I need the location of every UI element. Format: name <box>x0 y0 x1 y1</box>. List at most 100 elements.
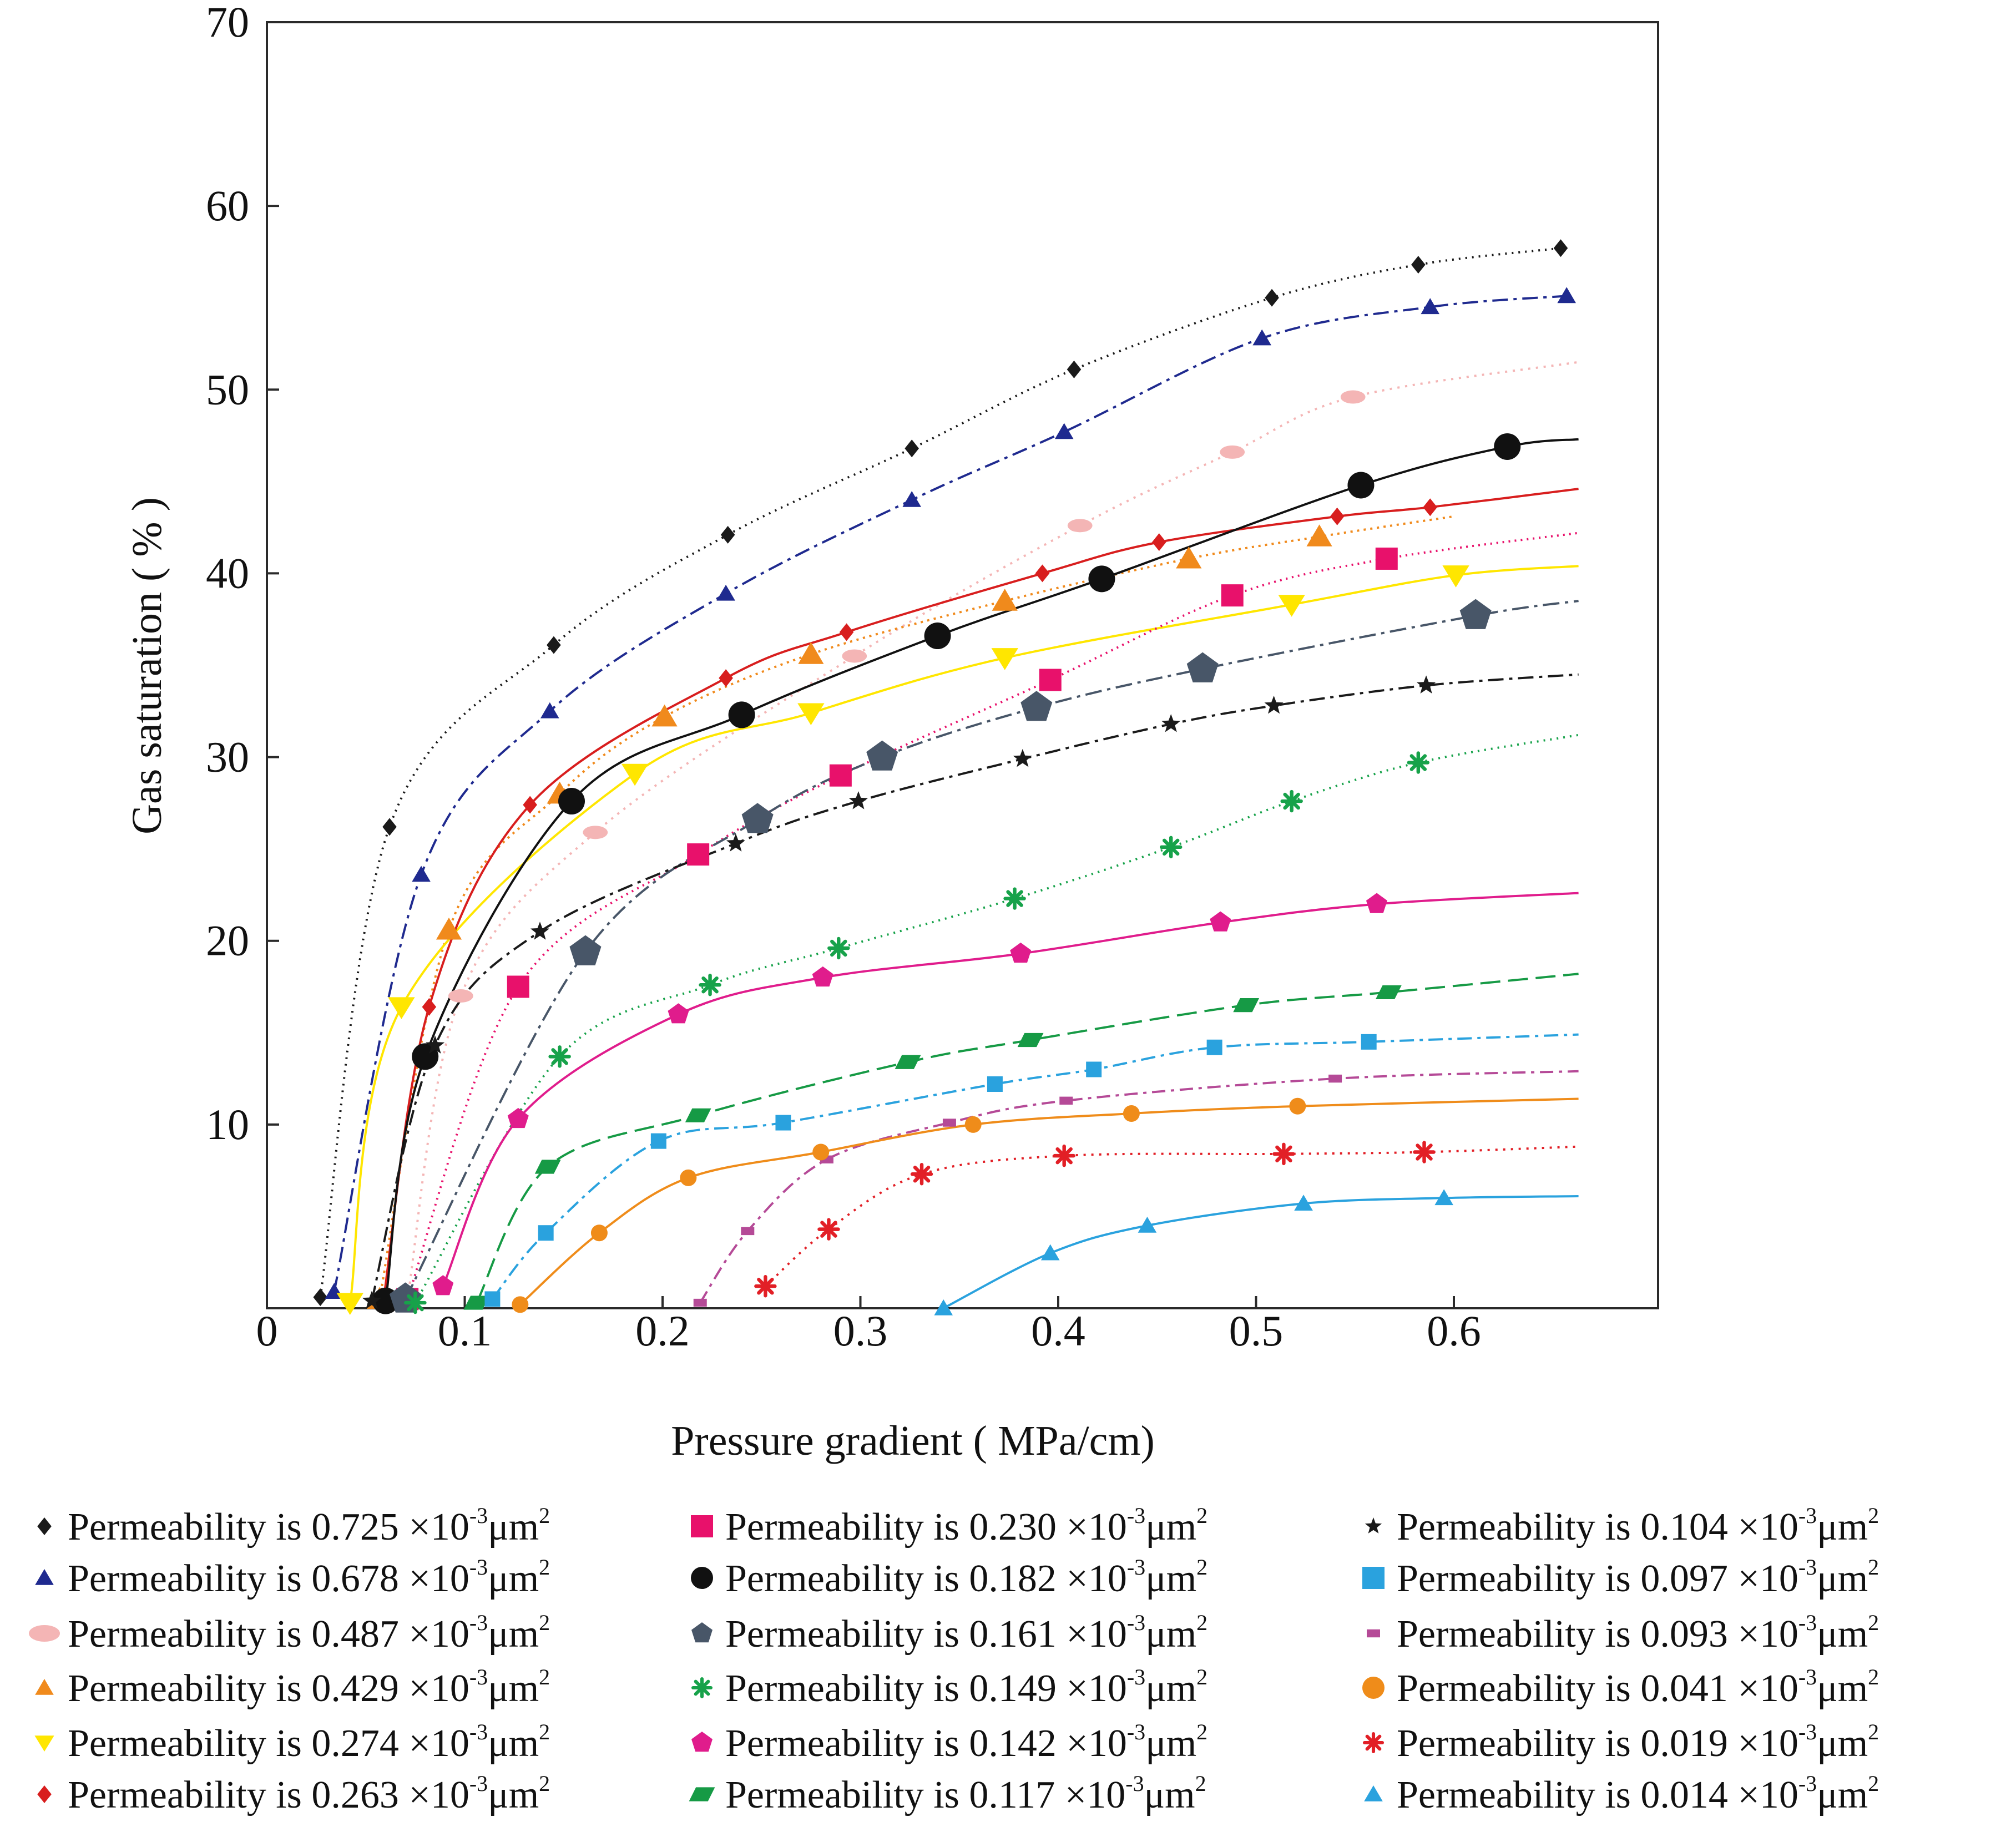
legend-label-exponent: -3 <box>469 1771 488 1796</box>
legend-label-exponent: -3 <box>1798 1771 1817 1796</box>
data-point <box>1152 533 1166 551</box>
legend-label: Permeability is 0.182 ×10-3μm2 <box>725 1555 1207 1600</box>
legend-label-exponent: -3 <box>1798 1719 1817 1744</box>
data-point <box>507 1107 529 1128</box>
legend-marker-stroke <box>694 1679 710 1696</box>
data-point <box>1557 287 1577 303</box>
series-curve-10 <box>442 892 1579 1287</box>
legend-label: Permeability is 0.019 ×10-3μm2 <box>1397 1719 1879 1765</box>
legend-item: Permeability is 0.263 ×10-3μm2 <box>37 1771 550 1816</box>
legend-marker <box>35 1679 54 1695</box>
legend-label: Permeability is 0.041 ×10-3μm2 <box>1397 1664 1879 1710</box>
data-point <box>1176 546 1202 569</box>
legend-marker <box>1362 1677 1385 1699</box>
legend-marker <box>691 1732 713 1752</box>
data-point <box>1375 547 1398 570</box>
data-point-stroke <box>1162 838 1180 856</box>
series-curve-9 <box>414 733 1579 1304</box>
data-point <box>991 648 1018 670</box>
legend-label-main: Permeability is 0.429 ×10 <box>68 1667 469 1710</box>
data-point <box>1159 836 1183 859</box>
legend-label-main: Permeability is 0.678 ×10 <box>68 1557 469 1600</box>
legend-marker <box>37 1517 52 1535</box>
x-tick-label: 0.6 <box>1427 1307 1481 1355</box>
data-point <box>924 623 951 650</box>
data-point <box>797 703 825 726</box>
legend-item: Permeability is 0.182 ×10-3μm2 <box>691 1555 1207 1600</box>
legend-label-unit: μm <box>488 1667 539 1710</box>
x-tick-label: 0 <box>256 1307 278 1355</box>
tick-layer: 0 0.1 0.2 0.3 0.4 0.5 0.6 10 20 30 40 50 60 70 <box>206 0 1481 1355</box>
data-point <box>1088 565 1115 593</box>
legend-item: Permeability is 0.487 ×10-3μm2 <box>29 1610 550 1656</box>
data-point-stroke <box>1006 890 1023 907</box>
data-point <box>1434 1189 1453 1206</box>
data-point <box>1553 239 1568 257</box>
legend-label: Permeability is 0.142 ×10-3μm2 <box>725 1719 1207 1765</box>
data-point <box>685 1108 711 1122</box>
legend-label-unit: μm <box>488 1613 539 1656</box>
data-point <box>1186 652 1219 682</box>
data-point <box>829 764 852 787</box>
data-point <box>1417 675 1436 694</box>
data-point <box>388 997 415 1019</box>
legend-label-main: Permeability is 0.093 ×10 <box>1397 1613 1798 1656</box>
data-point <box>934 1299 953 1315</box>
data-point <box>1059 1096 1073 1105</box>
legend-label-exponent: -3 <box>1798 1503 1817 1528</box>
legend-marker <box>37 1785 52 1803</box>
legend-label-main: Permeability is 0.117 ×10 <box>725 1774 1125 1816</box>
data-point <box>775 1115 791 1131</box>
data-point <box>1278 595 1305 617</box>
data-point <box>1123 1105 1140 1122</box>
x-tick-label: 0.4 <box>1031 1307 1085 1355</box>
legend-label-square: 2 <box>1868 1719 1879 1744</box>
y-axis-title: Gas saturation ( % ) <box>124 497 170 834</box>
legend-label: Permeability is 0.725 ×10-3μm2 <box>68 1503 550 1548</box>
legend-item: Permeability is 0.097 ×10-3μm2 <box>1362 1555 1879 1600</box>
legend-label-exponent: -3 <box>1125 1771 1144 1796</box>
legend-label: Permeability is 0.117 ×10-3μm2 <box>725 1771 1206 1816</box>
data-point-stroke <box>757 1278 774 1295</box>
data-point <box>432 1275 454 1295</box>
data-point <box>484 1291 501 1307</box>
data-point <box>1459 599 1492 629</box>
legend-label-square: 2 <box>1196 1610 1207 1635</box>
legend-label-exponent: -3 <box>469 1664 488 1689</box>
legend-label-unit: μm <box>488 1774 539 1816</box>
data-point <box>1138 1216 1157 1233</box>
series-curve-7 <box>384 438 1579 1302</box>
data-point <box>1086 1061 1102 1077</box>
data-point <box>905 439 919 458</box>
data-point-stroke <box>1416 1143 1433 1161</box>
data-point <box>726 833 745 852</box>
data-point <box>523 796 537 814</box>
series-curve-3 <box>378 515 1454 1299</box>
data-point <box>1067 519 1093 533</box>
data-point <box>827 937 850 960</box>
legend-item: Permeability is 0.725 ×10-3μm2 <box>37 1503 550 1548</box>
series-curve-16 <box>765 1145 1579 1287</box>
data-point <box>1221 584 1244 607</box>
legend-label-main: Permeability is 0.230 ×10 <box>725 1506 1127 1548</box>
legend-label-main: Permeability is 0.014 ×10 <box>1397 1774 1798 1816</box>
data-point-stroke <box>551 1048 568 1065</box>
data-point <box>1375 985 1402 1000</box>
legend-label-square: 2 <box>539 1555 550 1580</box>
legend-label: Permeability is 0.149 ×10-3μm2 <box>725 1664 1207 1710</box>
data-point <box>530 922 550 940</box>
data-point <box>812 966 833 987</box>
data-point <box>1003 887 1026 910</box>
legend-label-exponent: -3 <box>469 1719 488 1744</box>
data-point <box>798 642 824 664</box>
legend-label-exponent: -3 <box>1127 1664 1145 1689</box>
legend-label-unit: μm <box>1817 1506 1868 1548</box>
data-point <box>1067 360 1082 378</box>
data-point <box>687 843 710 866</box>
data-point-stroke <box>1409 754 1427 771</box>
data-point <box>1040 1244 1060 1261</box>
data-point <box>1265 289 1279 307</box>
legend-label-unit: μm <box>1817 1557 1868 1600</box>
y-tick-label: 50 <box>206 365 249 413</box>
